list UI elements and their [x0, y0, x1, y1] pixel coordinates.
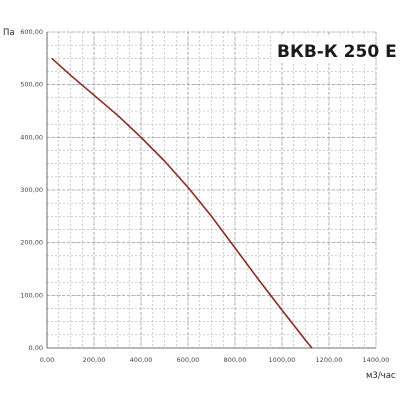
y-tick-label: 0,00 — [29, 344, 43, 352]
y-tick-labels: 0,00 100,00 200,00 300,00 400,00 500,00 600,00 — [20, 28, 43, 352]
performance-curve — [51, 57, 313, 349]
x-tick-label: 200,00 — [83, 356, 106, 364]
y-tick-label: 400,00 — [20, 133, 43, 141]
axes — [46, 32, 376, 349]
chart-title: ВКВ-К 250 Е — [277, 42, 397, 62]
x-tick-label: 1400,00 — [363, 356, 390, 364]
y-tick-label: 500,00 — [20, 81, 43, 89]
x-tick-labels: 0,00 200,00 400,00 600,00 800,00 1000,00 1200,… — [40, 356, 390, 364]
x-tick-label: 0,00 — [40, 356, 54, 364]
minor-grid — [46, 31, 377, 349]
y-axis-label: Па — [3, 28, 15, 38]
y-tick-label: 200,00 — [20, 239, 43, 247]
x-tick-label: 800,00 — [224, 356, 247, 364]
x-tick-label: 1200,00 — [316, 356, 343, 364]
y-tick-label: 300,00 — [20, 186, 43, 194]
x-tick-label: 1000,00 — [269, 356, 296, 364]
y-tick-label: 100,00 — [20, 291, 43, 299]
x-tick-label: 400,00 — [130, 356, 153, 364]
y-tick-label: 600,00 — [20, 28, 43, 36]
title-background — [272, 37, 372, 63]
x-axis-label: м3/час — [366, 371, 396, 381]
x-tick-label: 600,00 — [177, 356, 200, 364]
major-grid — [46, 31, 377, 349]
series-group — [51, 57, 313, 349]
